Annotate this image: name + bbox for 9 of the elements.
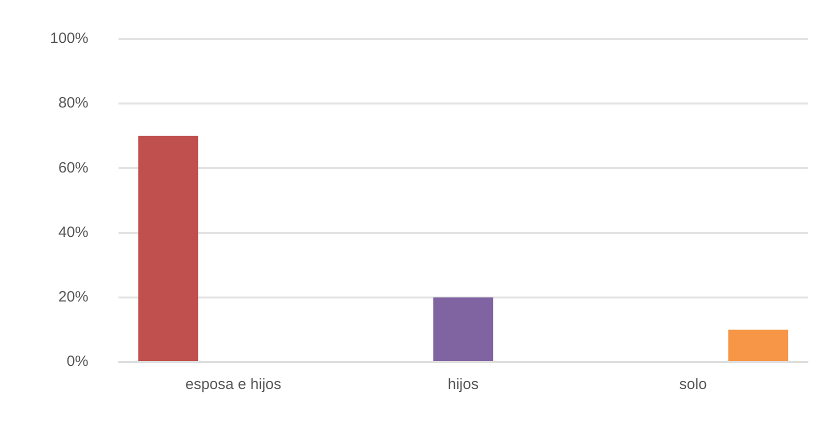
- x-tick-label: esposa e hijos: [185, 376, 282, 394]
- y-tick-label: 20%: [58, 288, 88, 306]
- y-tick-label: 100%: [50, 30, 88, 48]
- x-tick-label: hijos: [448, 376, 479, 394]
- y-tick-label: 40%: [58, 224, 88, 241]
- y-tick-label: 60%: [58, 159, 88, 176]
- y-tick-label: 80%: [58, 94, 88, 112]
- x-tick-label: solo: [679, 376, 707, 394]
- y-tick-label: 0%: [66, 353, 88, 370]
